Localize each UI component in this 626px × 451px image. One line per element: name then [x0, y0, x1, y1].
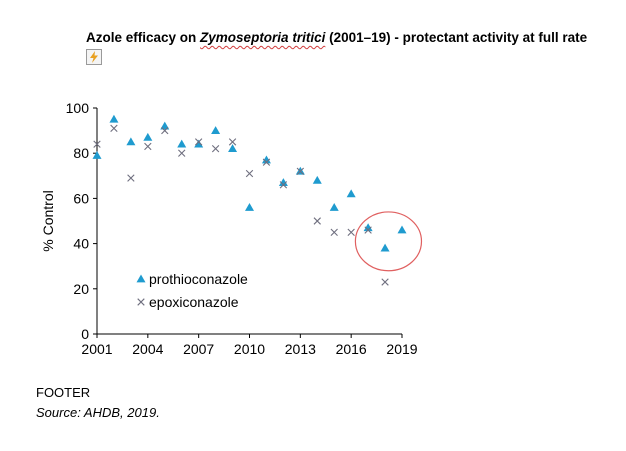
lightning-glyph: [90, 51, 98, 63]
x-tick-label: 2013: [285, 341, 316, 357]
prothioconazole-point: [177, 139, 187, 148]
prothioconazole-point: [380, 243, 390, 252]
chart-title-species: Zymoseptoria tritici: [200, 30, 326, 45]
epoxiconazole-point: [245, 169, 254, 178]
y-tick-label: 20: [73, 281, 89, 297]
y-tick-label: 80: [73, 145, 89, 161]
chart-title: Azole efficacy on Zymoseptoria tritici (…: [86, 30, 587, 45]
prothioconazole-point: [363, 223, 373, 232]
highlight-circle: [354, 211, 423, 272]
prothioconazole-point: [397, 225, 407, 234]
prothioconazole-point: [261, 155, 271, 164]
epoxiconazole-point: [228, 138, 237, 146]
y-tick-label: 100: [66, 100, 90, 116]
legend-epoxiconazole-marker: [137, 298, 145, 306]
epoxiconazole-point: [144, 142, 152, 151]
epoxiconazole-point: [211, 144, 220, 153]
chart-title-suffix: (2001–19) - protectant activity at full …: [325, 30, 588, 45]
prothioconazole-point: [126, 137, 136, 146]
epoxiconazole-point: [381, 278, 389, 286]
x-tick-label: 2010: [234, 341, 265, 357]
prothioconazole-point: [228, 144, 238, 153]
epoxiconazole-point: [161, 126, 169, 135]
prothioconazole-point: [160, 121, 170, 130]
prothioconazole-point: [194, 139, 204, 148]
prothioconazole-point: [312, 175, 322, 184]
chart-title-prefix: Azole efficacy on: [86, 30, 201, 45]
epoxiconazole-point: [110, 124, 118, 133]
legend-prothioconazole-label: prothioconazole: [149, 271, 248, 287]
epoxiconazole-point: [279, 181, 288, 189]
prothioconazole-point: [211, 126, 221, 134]
y-tick-label: 40: [73, 236, 89, 252]
prothioconazole-point: [329, 202, 339, 211]
footer: FOOTER Source: AHDB, 2019.: [36, 383, 160, 423]
x-tick-label: 2007: [183, 341, 214, 357]
y-tick-label: 60: [73, 190, 89, 206]
prothioconazole-point: [92, 150, 102, 159]
y-tick-label: 0: [81, 326, 89, 342]
prothioconazole-point: [109, 114, 119, 123]
epoxiconazole-point: [313, 217, 321, 225]
epoxiconazole-point: [178, 149, 186, 157]
legend-prothioconazole-marker: [136, 274, 146, 283]
prothioconazole-point: [143, 132, 153, 141]
epoxiconazole-point: [347, 228, 355, 236]
footer-source: Source: AHDB, 2019.: [36, 405, 160, 420]
x-tick-label: 2001: [81, 341, 112, 357]
epoxiconazole-point: [93, 140, 101, 148]
epoxiconazole-point: [364, 226, 372, 234]
y-axis-label: % Control: [40, 190, 56, 251]
footer-label: FOOTER: [36, 385, 91, 400]
prothioconazole-point: [346, 189, 356, 198]
epoxiconazole-point: [296, 167, 305, 175]
x-tick-label: 2016: [336, 341, 367, 357]
legend-epoxiconazole-label: epoxiconazole: [149, 294, 239, 310]
prothioconazole-point: [245, 202, 254, 211]
epoxiconazole-point: [127, 174, 135, 182]
lightning-tag-icon[interactable]: [86, 49, 102, 65]
x-tick-label: 2004: [132, 341, 163, 357]
epoxiconazole-point: [262, 158, 271, 166]
prothioconazole-point: [278, 178, 288, 186]
epoxiconazole-point: [330, 228, 338, 236]
x-tick-label: 2019: [386, 341, 417, 357]
epoxiconazole-point: [194, 138, 203, 146]
